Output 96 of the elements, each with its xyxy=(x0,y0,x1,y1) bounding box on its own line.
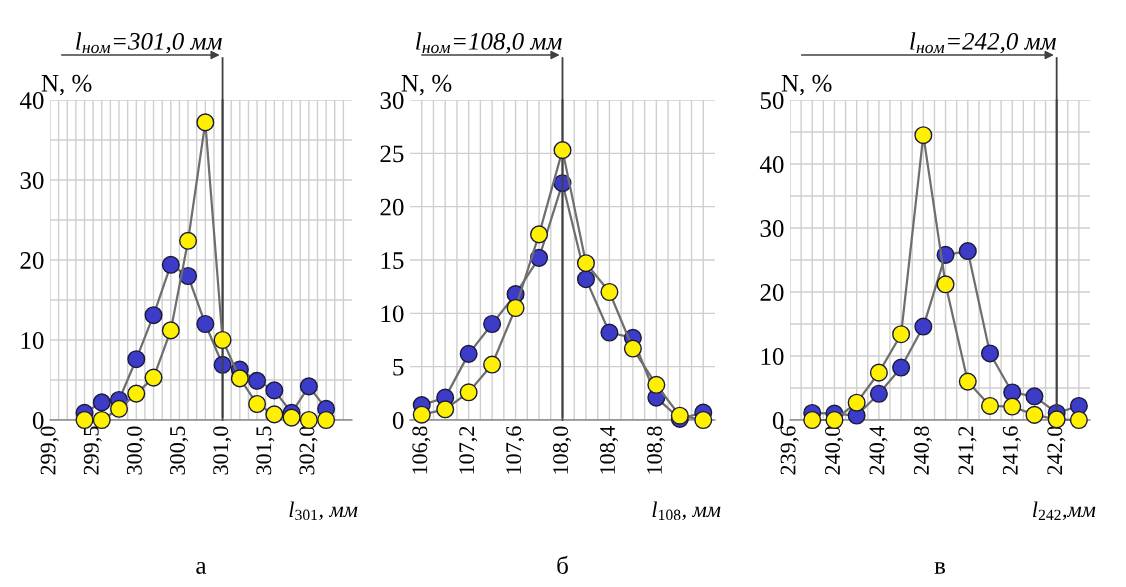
point xyxy=(282,408,301,427)
point xyxy=(144,368,163,387)
point xyxy=(412,405,431,424)
point xyxy=(506,298,525,318)
point xyxy=(483,314,502,334)
point xyxy=(213,330,232,350)
point xyxy=(623,339,642,358)
point xyxy=(265,405,284,424)
point xyxy=(1025,405,1044,424)
point xyxy=(980,396,1000,415)
point xyxy=(265,381,284,400)
y-tick-label: 10 xyxy=(761,348,784,365)
point xyxy=(127,350,146,369)
y-tick-label: 25 xyxy=(380,145,404,163)
point xyxy=(110,399,129,418)
point xyxy=(914,317,933,336)
point xyxy=(1069,410,1088,430)
x-axis-title: l$_{301}$, мм xyxy=(289,501,358,521)
point xyxy=(576,254,595,273)
point xyxy=(179,231,198,250)
x-tick-label: 240,8 xyxy=(913,426,933,475)
point xyxy=(530,225,549,244)
text: в xyxy=(934,562,946,574)
x-tick-label: 108,4 xyxy=(599,425,619,474)
x-tick-label: 299,5 xyxy=(83,426,102,475)
point xyxy=(576,270,595,289)
point xyxy=(553,141,572,160)
x-tick-label: 241,2 xyxy=(958,426,977,475)
text: а xyxy=(196,561,207,574)
point xyxy=(694,410,713,430)
point xyxy=(230,369,249,388)
point xyxy=(299,377,318,396)
point xyxy=(483,355,502,374)
point xyxy=(196,113,215,132)
x-axis-title: l$_{108}$, мм xyxy=(652,501,721,521)
x-tick-label: 107,6 xyxy=(506,426,525,474)
point xyxy=(530,248,549,267)
x-tick-label: 241,6 xyxy=(1002,426,1021,475)
point xyxy=(958,242,977,261)
point xyxy=(600,282,619,302)
point xyxy=(248,371,267,390)
point xyxy=(980,344,1000,363)
point xyxy=(213,355,232,374)
point xyxy=(1003,397,1022,416)
x-tick-label: 300,5 xyxy=(169,426,189,475)
y-tick-label: 5 xyxy=(393,358,404,376)
y-tick-label: 10 xyxy=(381,305,404,323)
x-tick-label: 300,0 xyxy=(126,426,146,475)
point xyxy=(869,363,888,382)
x-tick-label: 240,4 xyxy=(869,425,888,475)
ref-line-label: l$_{ном}$=242,0 мм xyxy=(910,32,1056,54)
x-tick-label: 108,8 xyxy=(646,426,666,474)
point xyxy=(317,410,336,430)
point xyxy=(92,393,111,412)
point xyxy=(892,358,911,377)
x-tick-label: 108,0 xyxy=(553,426,572,474)
point xyxy=(179,266,198,286)
y-tick-label: 30 xyxy=(20,172,44,189)
point xyxy=(144,306,163,325)
x-tick-label: 301,5 xyxy=(256,426,275,475)
x-tick-label: 240,0 xyxy=(825,426,844,475)
ref-line-label: l$_{ном}$=108,0 мм xyxy=(416,32,562,54)
point xyxy=(936,275,955,294)
point xyxy=(161,321,180,340)
y-tick-label: 15 xyxy=(381,252,404,269)
y-tick-label: 10 xyxy=(21,332,44,349)
point xyxy=(248,394,267,414)
point xyxy=(647,375,666,394)
point xyxy=(127,384,146,403)
y-tick-label: 20 xyxy=(20,252,44,269)
y-tick-label: 20 xyxy=(380,198,404,216)
y-tick-label: 30 xyxy=(760,220,784,237)
point xyxy=(436,400,455,419)
y-tick-label: 0 xyxy=(392,412,404,429)
x-tick-label: 301,0 xyxy=(213,426,232,475)
point xyxy=(958,372,977,391)
point xyxy=(1025,387,1044,406)
point xyxy=(196,314,215,334)
point xyxy=(459,344,478,363)
x-tick-label: 106,8 xyxy=(412,426,431,474)
point xyxy=(161,255,180,274)
x-tick-label: 242,0 xyxy=(1047,426,1066,475)
point xyxy=(847,393,866,412)
x-tick-label: 107,2 xyxy=(459,426,478,474)
point xyxy=(803,410,822,430)
point xyxy=(600,323,619,342)
text: б xyxy=(557,555,568,574)
point xyxy=(892,325,911,344)
point xyxy=(459,383,478,402)
y-tick-label: 40 xyxy=(759,156,784,173)
point xyxy=(914,126,933,145)
y-tick-label: 20 xyxy=(760,284,784,301)
x-axis-title: l$_{242}$,мм xyxy=(1032,501,1096,521)
point xyxy=(869,384,888,403)
ref-line-label: l$_{ном}$=301,0 мм xyxy=(76,32,222,54)
x-tick-label: 302,0 xyxy=(299,426,318,475)
